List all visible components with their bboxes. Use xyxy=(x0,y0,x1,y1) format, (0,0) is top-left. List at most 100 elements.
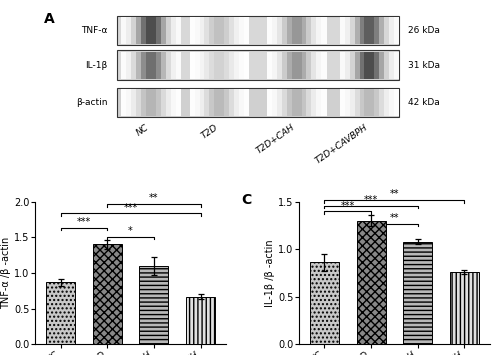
Bar xyxy=(126,51,132,79)
Bar xyxy=(176,89,181,116)
Bar xyxy=(394,17,400,44)
Bar xyxy=(132,89,136,116)
Bar xyxy=(316,17,322,44)
Bar xyxy=(141,17,146,44)
Bar xyxy=(350,51,355,79)
Text: 42 kDa: 42 kDa xyxy=(408,98,440,107)
Bar xyxy=(229,17,234,44)
Bar xyxy=(244,17,250,44)
Text: 26 kDa: 26 kDa xyxy=(408,26,440,35)
Bar xyxy=(384,17,390,44)
Bar xyxy=(166,51,171,79)
Bar xyxy=(394,89,400,116)
Bar xyxy=(302,51,307,79)
Bar xyxy=(204,17,210,44)
Bar xyxy=(220,51,224,79)
Bar xyxy=(141,89,146,116)
Bar xyxy=(267,51,326,79)
Bar xyxy=(220,17,224,44)
Bar xyxy=(136,51,141,79)
Bar xyxy=(151,89,156,116)
Bar xyxy=(239,51,244,79)
Bar xyxy=(306,51,312,79)
Text: A: A xyxy=(44,12,55,26)
Bar xyxy=(272,17,278,44)
Bar xyxy=(190,51,195,79)
Bar xyxy=(136,89,141,116)
Bar xyxy=(186,296,215,344)
Bar xyxy=(204,51,210,79)
Bar xyxy=(370,51,375,79)
Bar xyxy=(282,89,287,116)
Bar xyxy=(214,17,220,44)
Bar xyxy=(296,51,302,79)
Bar xyxy=(272,51,278,79)
Bar xyxy=(122,17,180,44)
Bar xyxy=(312,17,317,44)
Bar xyxy=(229,51,234,79)
Bar xyxy=(234,17,239,44)
Bar xyxy=(190,89,249,116)
Bar xyxy=(170,51,176,79)
Bar xyxy=(122,17,127,44)
Bar xyxy=(272,89,278,116)
Bar xyxy=(204,89,210,116)
Bar xyxy=(200,17,205,44)
Bar xyxy=(287,17,292,44)
Bar xyxy=(312,89,317,116)
Bar xyxy=(170,17,176,44)
Bar xyxy=(214,89,220,116)
Bar xyxy=(210,89,215,116)
Bar xyxy=(306,89,312,116)
Bar xyxy=(389,51,394,79)
Bar xyxy=(156,17,162,44)
Bar xyxy=(229,89,234,116)
Y-axis label: IL-1β /β -actin: IL-1β /β -actin xyxy=(265,239,275,307)
Bar xyxy=(224,89,230,116)
Bar xyxy=(287,51,292,79)
Bar xyxy=(190,17,195,44)
Bar xyxy=(345,89,350,116)
Bar xyxy=(322,89,326,116)
Bar xyxy=(267,89,326,116)
Bar xyxy=(190,89,195,116)
Bar xyxy=(350,17,355,44)
Bar xyxy=(146,17,152,44)
Bar xyxy=(356,220,386,344)
Bar xyxy=(312,51,317,79)
Bar xyxy=(450,272,479,344)
Bar xyxy=(141,51,146,79)
Bar xyxy=(345,51,350,79)
Bar xyxy=(350,89,355,116)
Bar xyxy=(166,89,171,116)
Text: T2D+CAH: T2D+CAH xyxy=(255,122,296,155)
Bar xyxy=(302,89,307,116)
Bar xyxy=(364,89,370,116)
Bar xyxy=(166,17,171,44)
Bar xyxy=(122,51,180,79)
Bar xyxy=(267,17,272,44)
Bar xyxy=(224,51,230,79)
Bar xyxy=(322,51,326,79)
Bar xyxy=(394,51,400,79)
Bar xyxy=(234,89,239,116)
Bar xyxy=(267,89,272,116)
Bar xyxy=(151,17,156,44)
FancyBboxPatch shape xyxy=(117,16,399,45)
Bar xyxy=(239,89,244,116)
Bar xyxy=(244,89,250,116)
Bar xyxy=(354,51,360,79)
Bar xyxy=(156,89,162,116)
Bar xyxy=(277,51,282,79)
Bar xyxy=(46,282,75,344)
Bar xyxy=(126,89,132,116)
Bar xyxy=(316,89,322,116)
Bar xyxy=(364,51,370,79)
Bar xyxy=(380,89,384,116)
Bar xyxy=(239,17,244,44)
Text: ***: *** xyxy=(124,203,138,213)
Bar xyxy=(292,89,297,116)
Bar xyxy=(384,51,390,79)
Bar xyxy=(354,17,360,44)
Bar xyxy=(132,51,136,79)
